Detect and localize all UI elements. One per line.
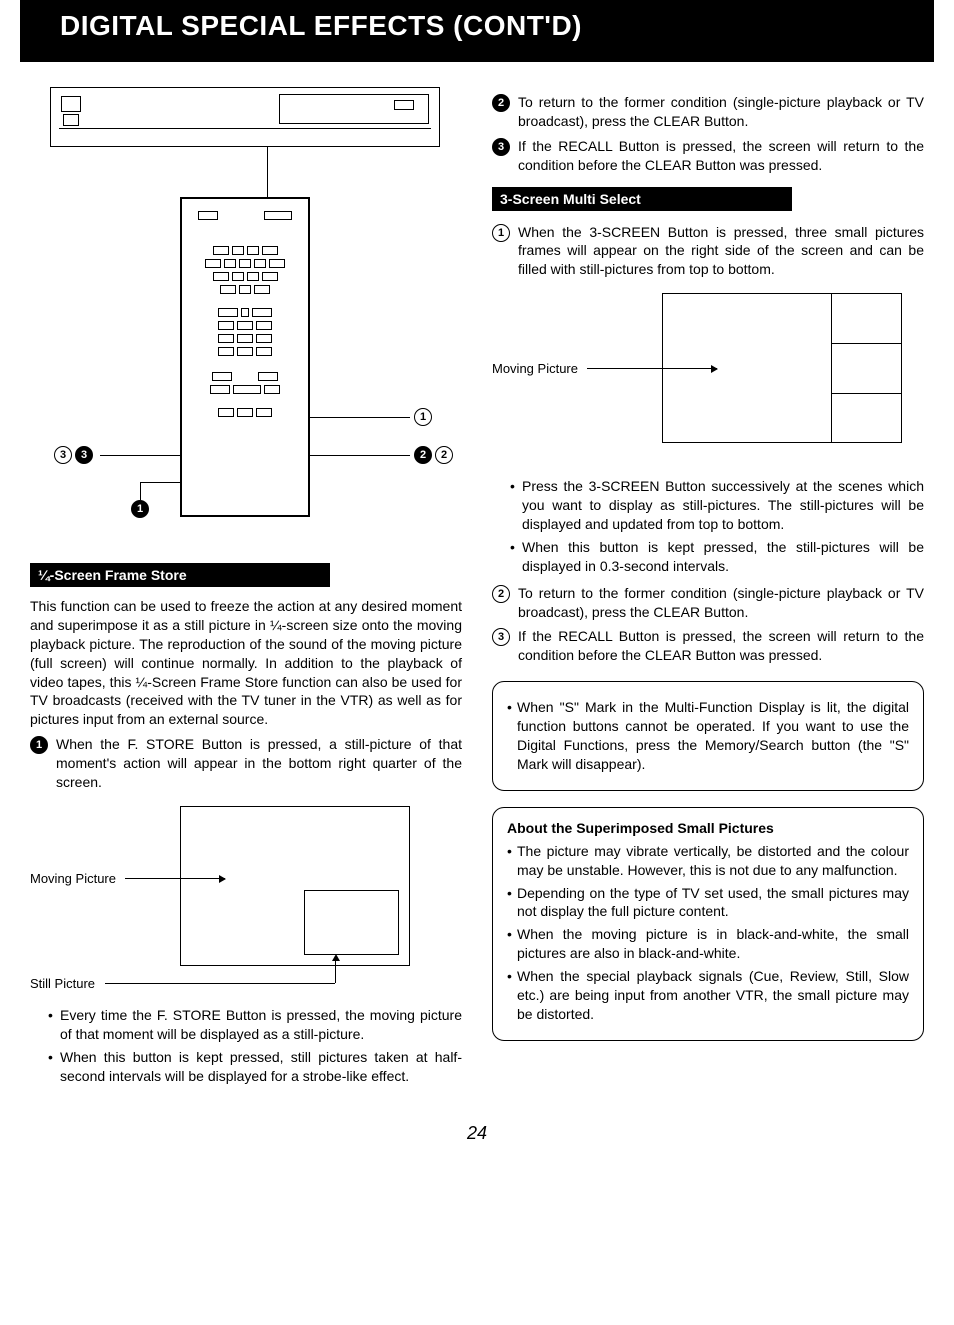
callout-3-left: 3 3 — [54, 446, 93, 464]
section1-intro: This function can be used to freeze the … — [30, 597, 462, 729]
s2-step2-text: To return to the former condition (singl… — [518, 584, 924, 622]
step-3-text: If the RECALL Button is pressed, the scr… — [518, 137, 924, 175]
moving-picture-label: Moving Picture — [30, 871, 116, 886]
step-1-num: 1 — [30, 736, 48, 754]
step-1: 1 When the F. STORE Button is pressed, a… — [30, 735, 462, 792]
s2-step3-num: 3 — [492, 628, 510, 646]
tv-frame — [180, 806, 410, 966]
step-1-text: When the F. STORE Button is pressed, a s… — [56, 735, 462, 792]
bullets-section1: Every time the F. STORE Button is presse… — [48, 1006, 462, 1086]
bullet: The picture may vibrate vertically, be d… — [507, 842, 909, 880]
page: DIGITAL SPECIAL EFFECTS (CONT'D) — [0, 0, 954, 1184]
quarter-screen-diagram: Moving Picture Still Picture — [30, 806, 462, 996]
s2-step1-text: When the 3-SCREEN Button is pressed, thr… — [518, 223, 924, 280]
left-column: 1 2 2 3 3 1 ¼-Screen Fram — [30, 87, 462, 1093]
bullet: Every time the F. STORE Button is presse… — [48, 1006, 462, 1044]
header-bar: DIGITAL SPECIAL EFFECTS (CONT'D) — [20, 0, 934, 62]
page-title: DIGITAL SPECIAL EFFECTS (CONT'D) — [60, 10, 582, 41]
callout-2: 2 2 — [414, 446, 453, 464]
three-screen-diagram: Moving Picture — [492, 293, 924, 463]
step-2-text: To return to the former condition (singl… — [518, 93, 924, 131]
bullet: When the special playback signals (Cue, … — [507, 967, 909, 1024]
note-box-1: When "S" Mark in the Multi-Function Disp… — [492, 681, 924, 791]
vcr-remote-diagram: 1 2 2 3 3 1 — [30, 87, 462, 547]
s2-step2-num: 2 — [492, 585, 510, 603]
vcr-icon — [50, 87, 440, 147]
step-2: 2 To return to the former condition (sin… — [492, 93, 924, 131]
step-3-num: 3 — [492, 138, 510, 156]
bullet: Depending on the type of TV set used, th… — [507, 884, 909, 922]
step-3: 3 If the RECALL Button is pressed, the s… — [492, 137, 924, 175]
page-number: 24 — [30, 1123, 924, 1144]
section-quarter-screen: ¼-Screen Frame Store — [30, 563, 330, 587]
bullet: When this button is kept pressed, the st… — [510, 538, 924, 576]
bullet: When the moving picture is in black-and-… — [507, 925, 909, 963]
s2-step1-num: 1 — [492, 224, 510, 242]
still-picture-label: Still Picture — [30, 976, 95, 991]
s2-step-2: 2 To return to the former condition (sin… — [492, 584, 924, 622]
bullets-section2: Press the 3-SCREEN Button successively a… — [510, 477, 924, 575]
remote-icon — [180, 197, 310, 517]
s2-step3-text: If the RECALL Button is pressed, the scr… — [518, 627, 924, 665]
right-column: 2 To return to the former condition (sin… — [492, 87, 924, 1093]
s2-step-3: 3 If the RECALL Button is pressed, the s… — [492, 627, 924, 665]
columns: 1 2 2 3 3 1 ¼-Screen Fram — [30, 87, 924, 1093]
note-box-2: About the Superimposed Small Pictures Th… — [492, 807, 924, 1041]
moving-picture-label-2: Moving Picture — [492, 361, 578, 376]
note2-title: About the Superimposed Small Pictures — [507, 820, 909, 836]
s2-step-1: 1 When the 3-SCREEN Button is pressed, t… — [492, 223, 924, 280]
note1-text: When "S" Mark in the Multi-Function Disp… — [507, 698, 909, 774]
bullet: When this button is kept pressed, still … — [48, 1048, 462, 1086]
bullet: Press the 3-SCREEN Button successively a… — [510, 477, 924, 534]
callout-1: 1 — [414, 408, 432, 426]
callout-1-bottom: 1 — [131, 500, 149, 518]
step-2-num: 2 — [492, 94, 510, 112]
section-3screen: 3-Screen Multi Select — [492, 187, 792, 211]
